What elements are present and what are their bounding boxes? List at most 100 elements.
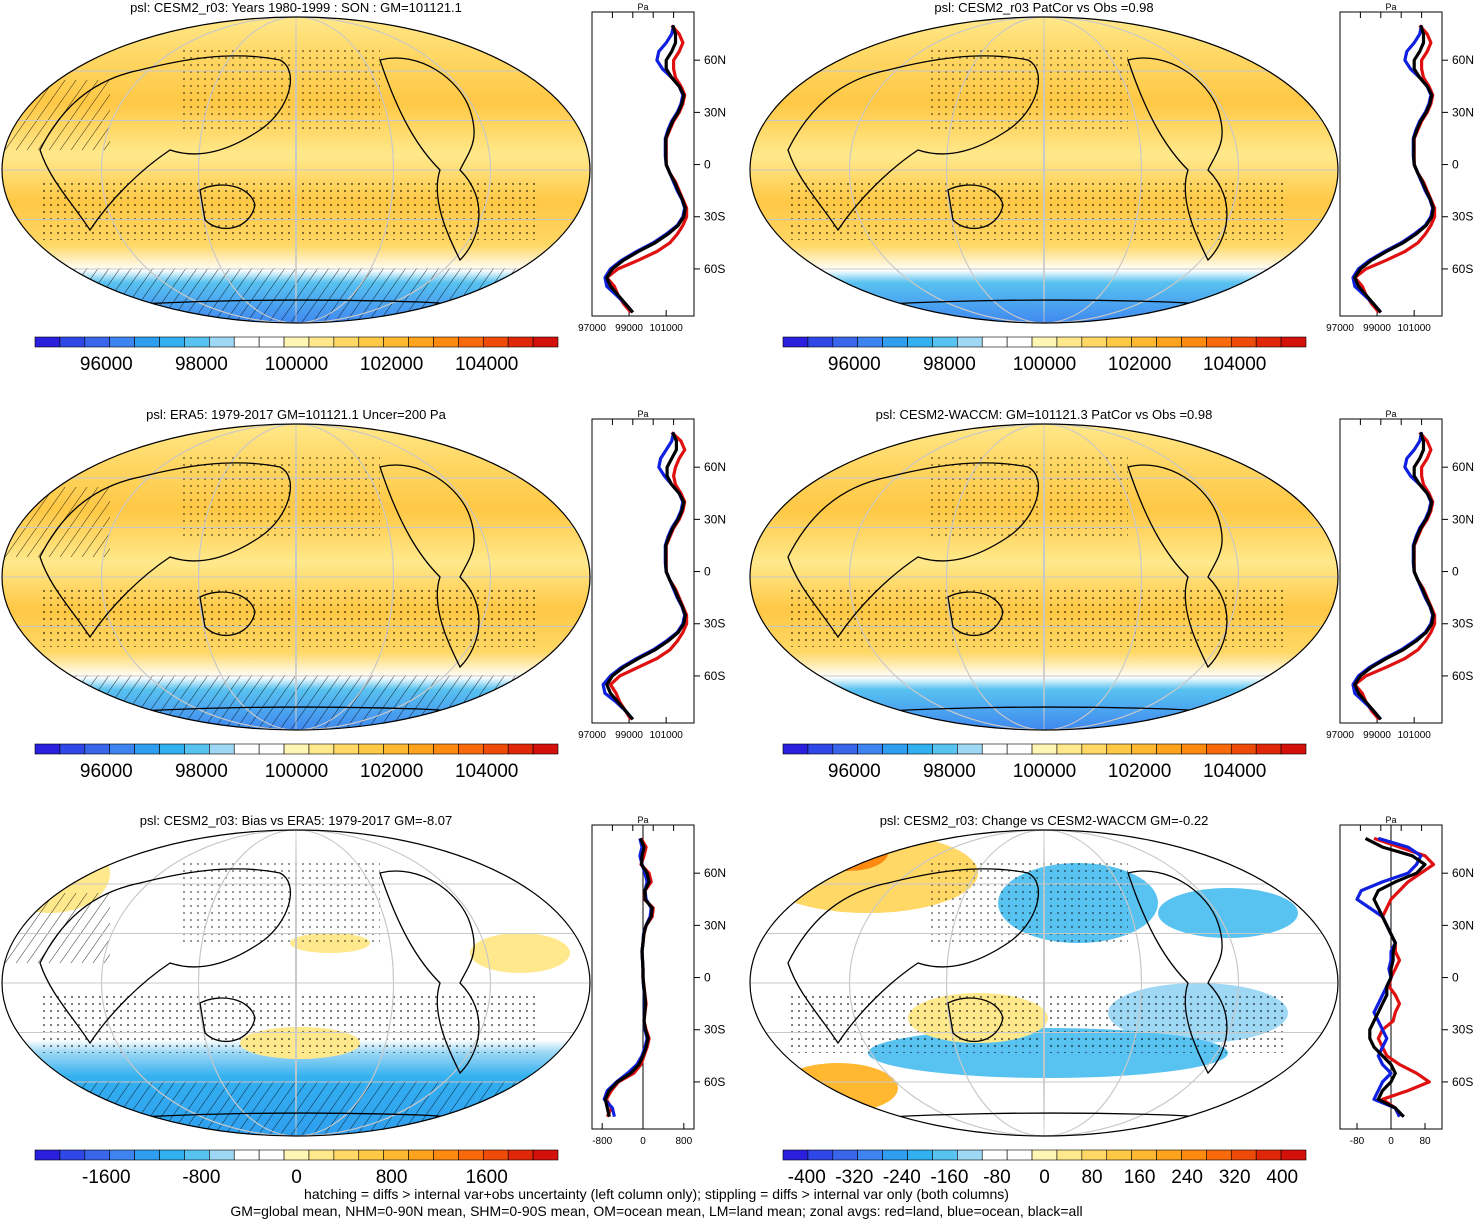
colorbar-swatch <box>333 1149 360 1161</box>
colorbar-swatch <box>1156 336 1182 348</box>
profile-frame <box>591 418 695 724</box>
colorbar-swatch <box>832 743 859 755</box>
map-area <box>2 424 590 730</box>
colorbar-swatch <box>981 743 1008 755</box>
colorbar-swatch <box>408 743 434 755</box>
colorbar-swatch <box>482 743 509 755</box>
colorbar-swatch <box>507 1149 534 1161</box>
map-area <box>750 17 1338 323</box>
colorbar-swatch <box>383 743 409 755</box>
longitude-gridline <box>295 424 297 730</box>
panel-4: psl: CESM2-WACCM: GM=101121.3 PatCor vs … <box>749 407 1474 782</box>
stippling <box>928 50 1128 130</box>
profile-x-tick-label: 800 <box>675 1136 692 1147</box>
colorbar-swatch <box>34 743 61 755</box>
longitude-gridline <box>197 17 395 323</box>
colorbar-tick-label: -160 <box>930 1167 968 1188</box>
colorbar-swatch <box>1106 1149 1132 1161</box>
colorbar-swatch <box>458 336 484 348</box>
profile-lat-label: 0 <box>704 158 711 172</box>
colorbar-swatch <box>458 1149 484 1161</box>
colorbar-swatch <box>1081 336 1108 348</box>
colorbar-swatch <box>807 1149 834 1161</box>
colorbar-tick-label: 0 <box>1039 1167 1050 1188</box>
colorbar-swatch <box>84 743 111 755</box>
profile-lat-label: 60S <box>1452 1075 1473 1089</box>
colorbar-swatch <box>532 743 559 755</box>
colorbar-tick-label: 96000 <box>828 761 881 782</box>
colorbar-swatch <box>34 1149 61 1161</box>
coastline <box>947 591 1004 636</box>
profile-unit-label: Pa <box>1385 815 1396 825</box>
colorbar-swatch <box>1131 336 1157 348</box>
colorbar-swatch <box>1056 743 1083 755</box>
colorbar-swatch <box>857 1149 883 1161</box>
profile-lat-label: 60S <box>704 262 725 276</box>
profile-line-all <box>1353 24 1435 314</box>
panel-3: psl: ERA5: 1979-2017 GM=101121.1 Uncer=2… <box>1 407 726 782</box>
zonal-profile: Pa 97000 99000 101000 60N 30N 0 30S 60S <box>578 2 726 334</box>
colorbar-swatch <box>907 743 933 755</box>
colorbar-swatch <box>358 1149 384 1161</box>
colorbar-swatch <box>1255 336 1282 348</box>
colorbar-swatch <box>1181 1149 1207 1161</box>
colorbar-swatch <box>782 336 809 348</box>
profile-x-tick-label: 97000 <box>1326 323 1354 334</box>
coastline <box>199 184 256 229</box>
profile-line-all <box>605 24 687 314</box>
colorbar-swatch <box>184 743 210 755</box>
panel-title: psl: CESM2_r03: Change vs CESM2-WACCM GM… <box>880 813 1209 828</box>
zonal-profile: Pa -800 0 800 60N 30N 0 30S 60S <box>591 815 726 1147</box>
map-border <box>1 16 591 324</box>
colorbar-swatch <box>283 336 310 348</box>
longitude-gridline <box>295 830 297 1136</box>
anomaly-negative <box>1158 888 1298 938</box>
colorbar-swatch <box>1156 1149 1182 1161</box>
profile-line-all <box>603 837 654 1118</box>
colorbar-swatch <box>209 336 235 348</box>
colorbar-swatch <box>433 336 459 348</box>
panel-title: psl: CESM2_r03 PatCor vs Obs =0.98 <box>934 0 1153 15</box>
colorbar-tick-label: 0 <box>291 1167 302 1188</box>
colorbar-swatch <box>532 1149 559 1161</box>
colorbar-tick-label: -240 <box>883 1167 921 1188</box>
colorbar-swatch <box>1056 1149 1083 1161</box>
profile-line-all <box>605 431 687 721</box>
map-area <box>750 830 1338 1136</box>
profile-unit-label: Pa <box>637 2 648 12</box>
colorbar-swatch <box>882 336 908 348</box>
longitude-gridline <box>1043 830 1045 1136</box>
colorbar-swatch <box>109 336 135 348</box>
colorbar-tick-label: 80 <box>1081 1167 1102 1188</box>
colorbar-swatch <box>482 336 509 348</box>
longitude-gridline <box>295 17 297 323</box>
colorbar-swatch <box>1006 336 1033 348</box>
map-area <box>2 17 590 323</box>
coastline <box>787 462 1039 639</box>
stippling <box>180 457 380 537</box>
profile-x-tick-label: 99000 <box>615 323 643 334</box>
zonal-profile: Pa -80 0 80 60N 30N 0 30S 60S <box>1339 815 1474 1147</box>
panel-title: psl: CESM2_r03: Bias vs ERA5: 1979-2017 … <box>140 813 453 828</box>
colorbar-swatch <box>233 1149 260 1161</box>
longitude-gridline <box>197 830 395 1136</box>
stippling <box>788 587 1288 647</box>
coastline <box>379 870 480 1075</box>
profile-lat-label: 30S <box>1452 617 1473 631</box>
colorbar-swatch <box>134 743 160 755</box>
profile-lat-label: 0 <box>1452 158 1459 172</box>
colorbar-swatch <box>1081 1149 1108 1161</box>
colorbar-swatch <box>333 336 360 348</box>
colorbar-swatch <box>59 336 86 348</box>
coastline <box>199 591 256 636</box>
colorbar-tick-label: 102000 <box>1108 761 1171 782</box>
colorbar-swatch <box>84 1149 111 1161</box>
colorbar-swatch <box>832 336 859 348</box>
colorbar-swatch <box>1031 743 1058 755</box>
colorbar-swatch <box>84 336 111 348</box>
colorbar-swatch <box>1131 743 1157 755</box>
profile-lat-label: 60N <box>704 866 726 880</box>
profile-x-tick-label: 101000 <box>649 730 683 741</box>
profile-lat-label: 30N <box>704 512 726 526</box>
colorbar-swatch <box>308 1149 335 1161</box>
